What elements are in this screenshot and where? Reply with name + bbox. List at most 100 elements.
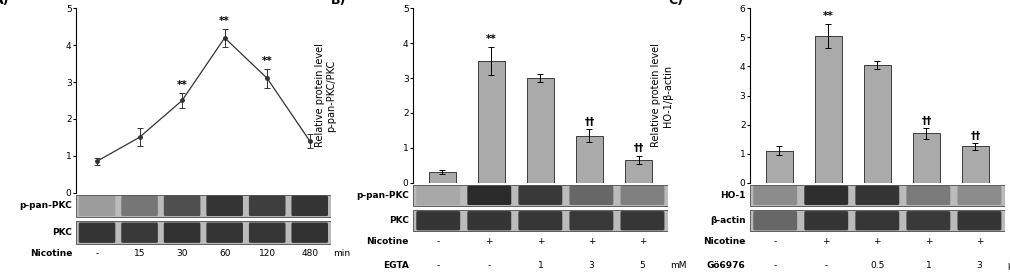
Text: 3: 3 xyxy=(589,261,594,270)
Bar xyxy=(428,172,456,183)
Text: Gö6976: Gö6976 xyxy=(707,261,745,270)
Text: +: + xyxy=(976,237,983,246)
Text: 1: 1 xyxy=(537,261,543,270)
Text: 30: 30 xyxy=(177,249,188,258)
Text: ††: †† xyxy=(921,116,931,126)
Bar xyxy=(749,185,1005,206)
Text: +: + xyxy=(588,237,595,246)
Text: HO-1: HO-1 xyxy=(720,191,745,200)
Text: **: ** xyxy=(823,11,833,21)
FancyBboxPatch shape xyxy=(906,211,950,230)
FancyBboxPatch shape xyxy=(292,223,328,243)
Text: Nicotine: Nicotine xyxy=(30,249,73,258)
FancyBboxPatch shape xyxy=(804,211,848,230)
FancyBboxPatch shape xyxy=(292,196,328,216)
Text: -: - xyxy=(774,237,777,246)
Text: 480: 480 xyxy=(301,249,318,258)
Text: **: ** xyxy=(219,16,230,26)
Text: -: - xyxy=(436,237,440,246)
Text: C): C) xyxy=(668,0,683,8)
FancyBboxPatch shape xyxy=(468,186,511,205)
FancyBboxPatch shape xyxy=(570,211,613,230)
Text: μM: μM xyxy=(1008,261,1010,270)
Bar xyxy=(766,151,793,183)
FancyBboxPatch shape xyxy=(570,186,613,205)
FancyBboxPatch shape xyxy=(206,223,243,243)
FancyBboxPatch shape xyxy=(957,186,1001,205)
FancyBboxPatch shape xyxy=(957,211,1001,230)
Text: -: - xyxy=(824,261,828,270)
Text: +: + xyxy=(486,237,493,246)
FancyBboxPatch shape xyxy=(855,186,899,205)
Text: 120: 120 xyxy=(259,249,276,258)
Y-axis label: Relative protein level
HO-1/β-actin: Relative protein level HO-1/β-actin xyxy=(651,44,673,148)
Bar xyxy=(527,78,553,183)
FancyBboxPatch shape xyxy=(206,196,243,216)
Text: **: ** xyxy=(486,34,497,44)
FancyBboxPatch shape xyxy=(753,186,797,205)
Text: +: + xyxy=(924,237,932,246)
Bar xyxy=(625,160,652,183)
Text: Nicotine: Nicotine xyxy=(703,237,745,246)
FancyBboxPatch shape xyxy=(518,186,563,205)
Text: β-actin: β-actin xyxy=(710,216,745,225)
Text: 5: 5 xyxy=(639,261,645,270)
Text: -: - xyxy=(95,249,99,258)
Text: A): A) xyxy=(0,0,9,7)
Text: ††: †† xyxy=(633,143,643,153)
Text: 15: 15 xyxy=(133,249,145,258)
Text: 60: 60 xyxy=(219,249,230,258)
FancyBboxPatch shape xyxy=(164,196,200,216)
FancyBboxPatch shape xyxy=(518,211,563,230)
Text: p-pan-PKC: p-pan-PKC xyxy=(19,201,73,210)
Text: +: + xyxy=(536,237,544,246)
FancyBboxPatch shape xyxy=(620,186,665,205)
FancyBboxPatch shape xyxy=(248,223,286,243)
Text: EGTA: EGTA xyxy=(383,261,409,270)
FancyBboxPatch shape xyxy=(753,211,797,230)
FancyBboxPatch shape xyxy=(121,196,158,216)
Bar xyxy=(962,146,989,183)
FancyBboxPatch shape xyxy=(164,223,200,243)
Text: -: - xyxy=(774,261,777,270)
Text: +: + xyxy=(638,237,646,246)
FancyBboxPatch shape xyxy=(468,211,511,230)
Text: **: ** xyxy=(262,56,273,66)
Text: Nicotine: Nicotine xyxy=(367,237,409,246)
Text: -: - xyxy=(488,261,491,270)
Text: +: + xyxy=(822,237,830,246)
Text: B): B) xyxy=(331,0,346,8)
FancyBboxPatch shape xyxy=(248,196,286,216)
Bar xyxy=(76,222,331,244)
Bar xyxy=(478,61,505,183)
FancyBboxPatch shape xyxy=(804,186,848,205)
Text: +: + xyxy=(874,237,881,246)
FancyBboxPatch shape xyxy=(79,196,115,216)
Text: min: min xyxy=(333,249,350,258)
Bar xyxy=(913,133,940,183)
FancyBboxPatch shape xyxy=(855,211,899,230)
FancyBboxPatch shape xyxy=(416,211,461,230)
FancyBboxPatch shape xyxy=(416,186,461,205)
Text: PKC: PKC xyxy=(389,216,409,225)
Bar xyxy=(864,65,891,183)
Text: ††: †† xyxy=(971,131,981,141)
FancyBboxPatch shape xyxy=(906,186,950,205)
Bar xyxy=(749,210,1005,231)
Bar xyxy=(576,136,603,183)
Text: 3: 3 xyxy=(977,261,983,270)
Text: **: ** xyxy=(177,80,188,90)
Text: -: - xyxy=(436,261,440,270)
FancyBboxPatch shape xyxy=(79,223,115,243)
FancyBboxPatch shape xyxy=(620,211,665,230)
Text: 0.5: 0.5 xyxy=(871,261,885,270)
Bar xyxy=(413,210,668,231)
Text: PKC: PKC xyxy=(53,228,73,237)
FancyBboxPatch shape xyxy=(121,223,158,243)
Bar xyxy=(413,185,668,206)
Text: mM: mM xyxy=(671,261,687,270)
Bar xyxy=(815,36,841,183)
Y-axis label: Relative protein level
p-pan-PKC/PKC: Relative protein level p-pan-PKC/PKC xyxy=(314,44,336,148)
Text: ††: †† xyxy=(585,117,595,127)
Text: 1: 1 xyxy=(925,261,931,270)
